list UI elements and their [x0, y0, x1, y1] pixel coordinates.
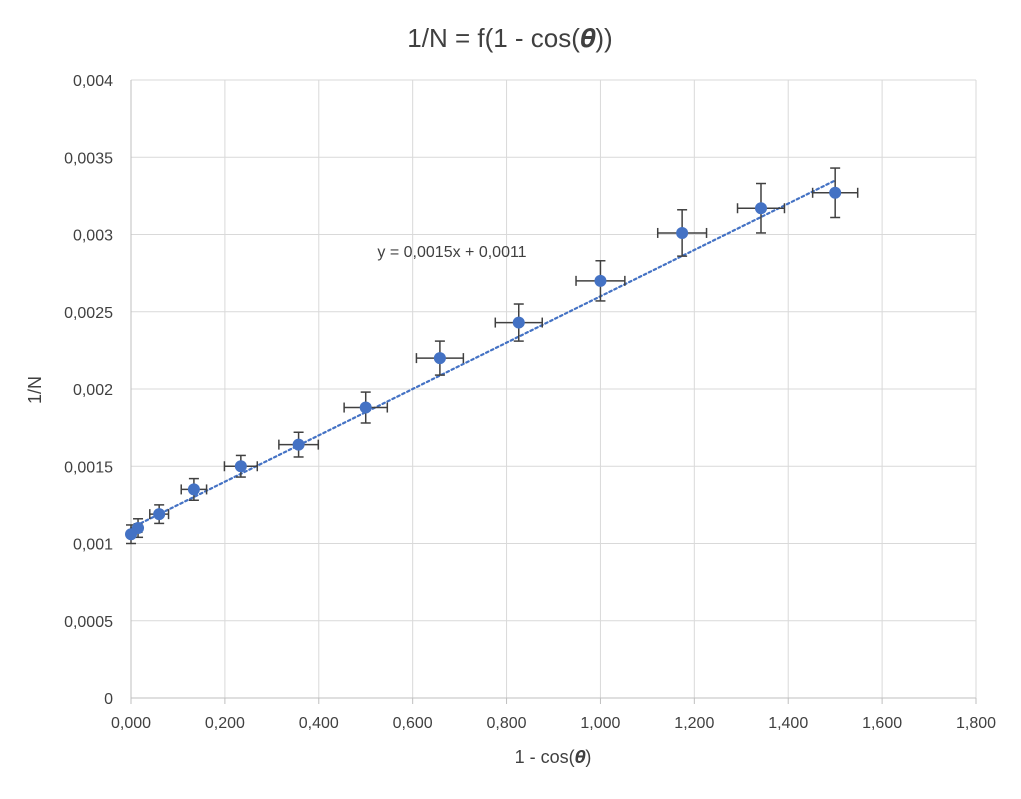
- trendline: [129, 179, 837, 530]
- gridlines: [131, 79, 977, 698]
- data-point: [132, 522, 145, 535]
- trendline-equation: y = 0,0015x + 0,0011: [377, 244, 526, 261]
- data-point: [433, 352, 446, 365]
- x-tick-labels: 0,000 0,200 0,400 0,600 0,800 1,000 1,200 1,400…: [111, 715, 996, 732]
- x-tick-label: 1,400: [768, 715, 808, 732]
- x-tick-label: 0,000: [111, 715, 151, 732]
- x-tick-label: 1,000: [580, 715, 620, 732]
- y-axis-label: 1/N: [25, 376, 45, 404]
- x-tick-label: 1,200: [674, 715, 714, 732]
- data-point: [754, 202, 767, 215]
- data-point: [594, 274, 607, 287]
- x-tick-label: 0,200: [205, 715, 245, 732]
- data-point: [829, 186, 842, 199]
- data-point: [187, 483, 200, 496]
- x-tick-label: 0,600: [393, 715, 433, 732]
- x-tick-label: 0,800: [487, 715, 527, 732]
- y-tick-label: 0,0015: [64, 459, 113, 476]
- y-tick-labels: 0 0,0005 0,001 0,0015 0,002 0,0025 0,003 0,0035…: [64, 73, 113, 708]
- data-point: [153, 508, 166, 521]
- axes: [130, 80, 977, 704]
- trendline-path: [129, 179, 837, 530]
- chart-title: 1/N = f(1 - cos(𝜽)): [407, 23, 612, 53]
- y-tick-label: 0,0005: [64, 614, 113, 631]
- y-tick-label: 0,003: [73, 228, 113, 245]
- x-tick-label: 1,800: [956, 715, 996, 732]
- y-tick-label: 0,004: [73, 73, 113, 90]
- error-bar: [656, 209, 708, 257]
- data-point: [234, 460, 247, 473]
- x-tick-label: 0,400: [299, 715, 339, 732]
- y-tick-label: 0,0025: [64, 305, 113, 322]
- data-point: [292, 438, 305, 451]
- data-point: [512, 316, 525, 329]
- y-tick-label: 0,0035: [64, 150, 113, 167]
- y-tick-label: 0,001: [73, 537, 113, 554]
- x-tick-label: 1,600: [862, 715, 902, 732]
- data-point: [359, 401, 372, 414]
- data-points: [125, 186, 842, 541]
- data-point: [676, 226, 689, 239]
- x-axis-label: 1 - cos(𝜽): [515, 747, 592, 767]
- y-tick-label: 0: [104, 691, 113, 708]
- y-tick-label: 0,002: [73, 382, 113, 399]
